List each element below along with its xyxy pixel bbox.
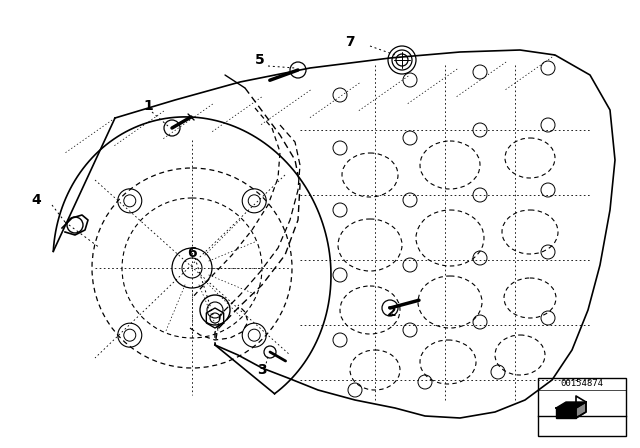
Text: 4: 4 <box>31 193 41 207</box>
Text: 5: 5 <box>255 53 265 67</box>
Polygon shape <box>556 408 576 418</box>
Polygon shape <box>576 402 586 418</box>
Polygon shape <box>556 402 586 408</box>
Text: 00154874: 00154874 <box>561 379 604 388</box>
Text: 3: 3 <box>257 363 267 377</box>
Text: 1: 1 <box>143 99 153 113</box>
Bar <box>538 378 626 436</box>
Text: 7: 7 <box>345 35 355 49</box>
Text: 2: 2 <box>387 305 397 319</box>
Text: 6: 6 <box>187 246 197 260</box>
